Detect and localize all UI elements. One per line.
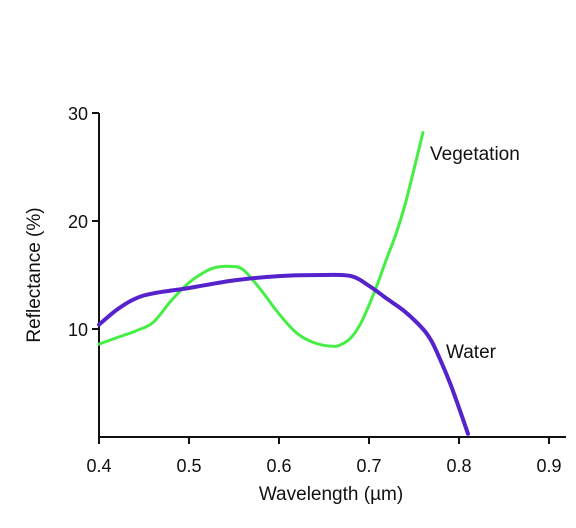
x-tick-label: 0.7 <box>356 456 381 476</box>
x-tick-label: 0.6 <box>266 456 291 476</box>
series-label-vegetation: Vegetation <box>430 144 520 165</box>
axes <box>98 113 566 438</box>
y-tick-label: 10 <box>68 320 88 340</box>
x-tick-label: 0.4 <box>86 456 111 476</box>
labels: Vegetation Water Wavelength (µm) Reflect… <box>24 144 520 505</box>
y-tick-label: 30 <box>68 104 88 124</box>
x-tick-label: 0.5 <box>176 456 201 476</box>
x-axis-label: Wavelength (µm) <box>259 484 403 505</box>
series-label-water: Water <box>446 342 497 363</box>
series-line-vegetation <box>97 130 425 348</box>
x-tick-label: 0.9 <box>536 456 561 476</box>
series-line-water <box>97 272 470 436</box>
ticks: 0.4 0.5 0.6 0.7 0.8 0.9 10 20 30 <box>68 104 562 476</box>
y-tick-label: 20 <box>68 212 88 232</box>
series-lines <box>97 130 470 436</box>
x-tick-label: 0.8 <box>446 456 471 476</box>
y-axis-label: Reflectance (%) <box>24 207 45 342</box>
